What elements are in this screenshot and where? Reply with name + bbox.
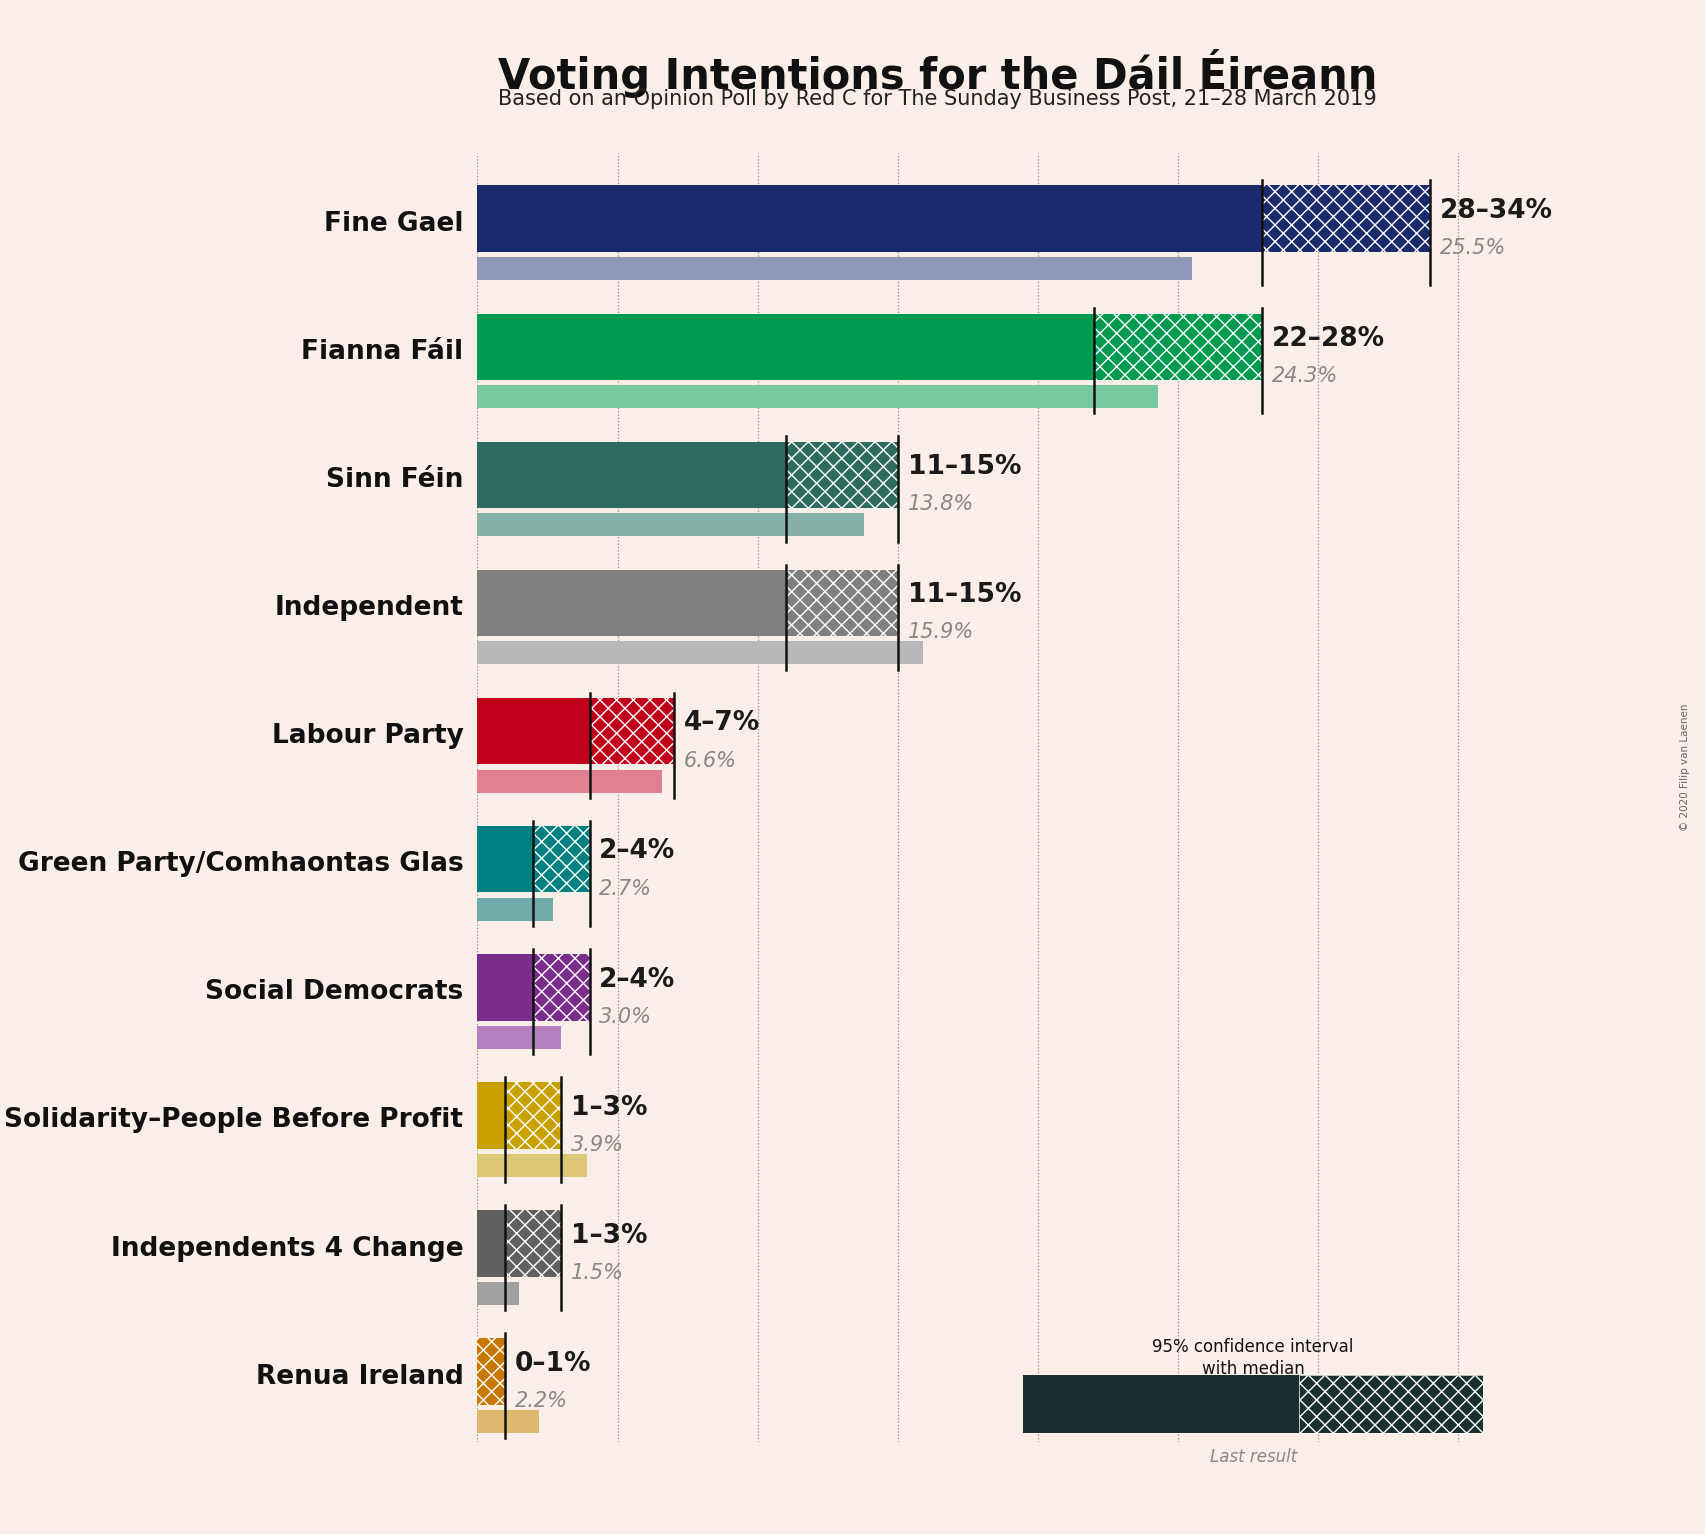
Bar <box>477 1081 505 1149</box>
Text: © 2020 Filip van Laenen: © 2020 Filip van Laenen <box>1679 703 1690 831</box>
Bar <box>477 770 662 793</box>
Text: 6.6%: 6.6% <box>684 750 737 770</box>
Bar <box>477 825 534 893</box>
Text: 24.3%: 24.3% <box>1272 367 1338 387</box>
Bar <box>1262 186 1430 252</box>
Bar <box>1095 313 1262 380</box>
Bar <box>534 825 590 893</box>
Text: 3.0%: 3.0% <box>600 1006 653 1026</box>
Text: 2–4%: 2–4% <box>600 839 675 865</box>
Text: Independent: Independent <box>275 595 464 621</box>
Text: Sinn Féin: Sinn Féin <box>326 466 464 492</box>
Text: Last result: Last result <box>1209 1448 1298 1465</box>
Bar <box>477 385 1158 408</box>
Bar <box>477 258 1192 281</box>
Text: 0–1%: 0–1% <box>515 1351 592 1378</box>
Bar <box>477 1154 587 1177</box>
Bar <box>1095 313 1262 380</box>
Bar <box>477 1026 561 1049</box>
Bar <box>477 313 1095 380</box>
Bar <box>590 698 673 764</box>
Bar <box>505 1081 561 1149</box>
Text: 15.9%: 15.9% <box>907 623 974 643</box>
Bar <box>477 897 552 920</box>
Text: Green Party/Comhaontas Glas: Green Party/Comhaontas Glas <box>17 851 464 877</box>
Bar <box>505 1210 561 1276</box>
Text: Fine Gael: Fine Gael <box>324 210 464 236</box>
Text: Fianna Fáil: Fianna Fáil <box>302 339 464 365</box>
Text: 11–15%: 11–15% <box>907 454 1021 480</box>
Bar <box>786 569 899 637</box>
Bar <box>534 954 590 1020</box>
Text: Renua Ireland: Renua Ireland <box>256 1364 464 1390</box>
Bar <box>477 641 922 664</box>
Bar <box>786 442 899 508</box>
Text: Based on an Opinion Poll by Red C for The Sunday Business Post, 21–28 March 2019: Based on an Opinion Poll by Red C for Th… <box>498 89 1378 109</box>
Text: 28–34%: 28–34% <box>1441 198 1553 224</box>
Bar <box>534 825 590 893</box>
Bar <box>477 186 1262 252</box>
Bar <box>1299 1374 1483 1433</box>
Text: 13.8%: 13.8% <box>907 494 974 514</box>
Bar <box>477 514 864 537</box>
Bar <box>477 698 590 764</box>
Text: 1–3%: 1–3% <box>571 1223 648 1249</box>
Bar <box>505 1081 561 1149</box>
Bar <box>505 1210 561 1276</box>
Bar <box>534 954 590 1020</box>
Text: 4–7%: 4–7% <box>684 710 760 736</box>
Text: Voting Intentions for the Dáil Éireann: Voting Intentions for the Dáil Éireann <box>498 49 1378 98</box>
Text: 22–28%: 22–28% <box>1272 327 1384 353</box>
Bar <box>477 1410 539 1433</box>
Text: Social Democrats: Social Democrats <box>205 979 464 1005</box>
Bar <box>477 1282 520 1305</box>
Bar <box>1299 1374 1483 1433</box>
Text: 2–4%: 2–4% <box>600 966 675 992</box>
Bar <box>1023 1374 1299 1433</box>
Text: 1–3%: 1–3% <box>571 1095 648 1121</box>
Text: 11–15%: 11–15% <box>907 583 1021 609</box>
Bar <box>477 569 786 637</box>
Text: Solidarity–People Before Profit: Solidarity–People Before Profit <box>5 1108 464 1134</box>
Bar <box>477 1338 505 1405</box>
Bar <box>477 442 786 508</box>
Bar <box>786 442 899 508</box>
Bar <box>1262 186 1430 252</box>
Text: 3.9%: 3.9% <box>571 1135 624 1155</box>
Text: 2.2%: 2.2% <box>515 1391 568 1411</box>
Text: Independents 4 Change: Independents 4 Change <box>111 1235 464 1261</box>
Bar <box>477 954 534 1020</box>
Text: 1.5%: 1.5% <box>571 1262 624 1282</box>
Text: Labour Party: Labour Party <box>271 723 464 749</box>
Text: 25.5%: 25.5% <box>1441 238 1507 258</box>
Text: 95% confidence interval
with median: 95% confidence interval with median <box>1153 1338 1354 1379</box>
Bar <box>590 698 673 764</box>
Bar <box>477 1210 505 1276</box>
Bar <box>477 1338 505 1405</box>
Bar <box>786 569 899 637</box>
Text: 2.7%: 2.7% <box>600 879 653 899</box>
